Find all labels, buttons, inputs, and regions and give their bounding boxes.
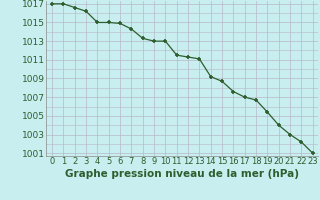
X-axis label: Graphe pression niveau de la mer (hPa): Graphe pression niveau de la mer (hPa) — [65, 169, 300, 179]
